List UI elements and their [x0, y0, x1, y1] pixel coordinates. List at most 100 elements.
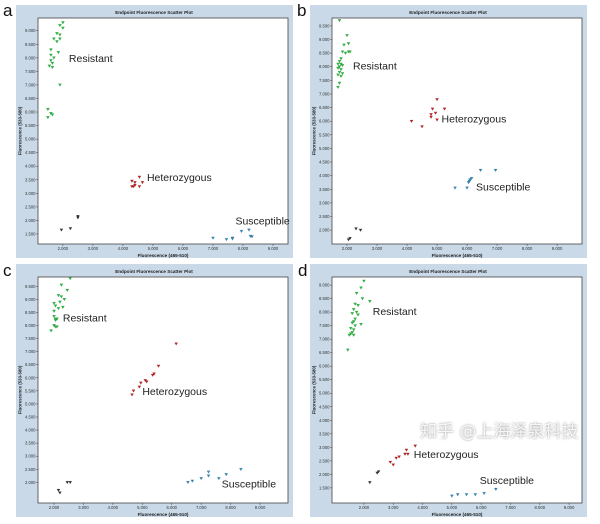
- data-point-heterozygous: [409, 119, 414, 123]
- y-tick-label: 7.000: [319, 91, 330, 96]
- data-point-heterozygous: [442, 107, 447, 111]
- cluster-label-susceptible: Susceptible: [480, 475, 534, 487]
- data-point-heterozygous: [388, 460, 393, 464]
- data-point-heterozygous: [152, 372, 156, 376]
- cluster-label-heterozygous: Heterozygous: [414, 449, 479, 461]
- y-tick-label: 2.000: [319, 228, 330, 233]
- data-point-susceptible: [199, 477, 204, 481]
- data-point-resistant: [367, 299, 372, 304]
- data-point-resistant: [350, 312, 355, 316]
- data-point-resistant: [53, 318, 58, 323]
- x-tick-label: 6.000: [178, 246, 189, 251]
- x-tick-label: 7.000: [196, 505, 207, 510]
- data-point-ntc: [56, 488, 61, 492]
- data-point-susceptible: [493, 168, 498, 173]
- data-point-ntc: [59, 228, 64, 232]
- data-point-heterozygous: [130, 393, 134, 397]
- y-axis-label: Fluorescence (533-580): [18, 106, 23, 155]
- y-tick-label: 2.500: [25, 204, 36, 209]
- data-point-resistant: [336, 73, 340, 77]
- data-point-ntc: [376, 470, 381, 474]
- x-tick-label: 6.000: [167, 505, 178, 510]
- x-tick-label: 7.000: [505, 505, 516, 510]
- y-tick-label: 2.000: [25, 218, 36, 223]
- x-tick-label: 8.000: [225, 505, 236, 510]
- data-point-heterozygous: [391, 463, 396, 467]
- data-point-resistant: [56, 294, 61, 298]
- x-axis-label: Fluorescence (465-510): [138, 253, 189, 258]
- data-point-susceptible: [211, 236, 215, 240]
- data-point-resistant: [337, 65, 342, 69]
- data-point-resistant: [343, 51, 348, 55]
- data-point-resistant: [340, 50, 345, 54]
- data-point-heterozygous: [397, 455, 401, 459]
- data-point-resistant: [353, 317, 358, 321]
- y-tick-label: 3.000: [25, 191, 36, 196]
- cluster-label-heterozygous: Heterozygous: [147, 172, 212, 184]
- data-point-resistant: [337, 19, 342, 23]
- y-tick-label: 3.500: [319, 187, 330, 192]
- data-point-resistant: [58, 83, 62, 87]
- y-tick-label: 4.500: [25, 414, 36, 419]
- y-tick-label: 7.000: [25, 349, 36, 354]
- data-point-resistant: [49, 48, 53, 52]
- x-tick-label: 8.000: [535, 505, 546, 510]
- data-point-heterozygous: [404, 448, 409, 452]
- data-point-resistant: [353, 324, 358, 328]
- data-point-resistant: [55, 32, 59, 36]
- y-tick-label: 1.500: [25, 231, 36, 236]
- data-point-resistant: [354, 291, 359, 296]
- data-point-ntc: [68, 480, 73, 485]
- data-point-resistant: [356, 313, 360, 317]
- x-tick-label: 6.000: [476, 505, 487, 510]
- data-point-resistant: [351, 333, 356, 337]
- y-tick-label: 3.500: [25, 177, 36, 182]
- x-tick-label: 2.000: [49, 505, 60, 510]
- data-point-heterozygous: [430, 107, 435, 111]
- data-point-resistant: [339, 74, 343, 79]
- x-tick-label: 2.000: [359, 505, 370, 510]
- y-tick-label: 7.000: [25, 82, 36, 87]
- data-point-heterozygous: [429, 113, 433, 117]
- x-tick-label: 9.000: [268, 246, 279, 251]
- scatter-panel-d: Endpoint Fluorescence Scatter Plot Fluore…: [310, 264, 587, 517]
- x-tick-label: 7.000: [208, 246, 219, 251]
- x-axis-label: Fluorescence (465-510): [138, 512, 189, 517]
- data-point-resistant: [55, 325, 59, 329]
- data-point-resistant: [52, 37, 56, 41]
- x-tick-label: 6.000: [462, 246, 473, 251]
- data-point-resistant: [50, 113, 55, 117]
- y-tick-label: 4.500: [319, 404, 330, 409]
- data-point-susceptible: [450, 494, 454, 498]
- y-tick-label: 3.000: [319, 445, 330, 450]
- data-point-resistant: [342, 43, 346, 47]
- data-point-susceptible: [190, 479, 195, 483]
- scatter-panel-b: Endpoint Fluorescence Scatter Plot Fluore…: [310, 5, 587, 258]
- data-point-susceptible: [216, 477, 221, 481]
- data-point-resistant: [339, 68, 343, 72]
- data-point-resistant: [58, 300, 62, 304]
- y-tick-label: 3.000: [319, 200, 330, 205]
- data-point-resistant: [347, 333, 352, 337]
- data-point-susceptible: [224, 238, 229, 242]
- chart-title: Endpoint Fluorescence Scatter Plot: [409, 10, 487, 15]
- data-point-resistant: [49, 59, 53, 63]
- data-point-susceptible: [239, 467, 243, 472]
- data-point-heterozygous: [137, 385, 142, 389]
- y-tick-label: 6.000: [319, 119, 330, 124]
- data-point-resistant: [56, 307, 61, 311]
- data-point-susceptible: [453, 186, 457, 190]
- y-tick-label: 7.500: [25, 69, 36, 74]
- data-point-resistant: [359, 286, 363, 290]
- data-point-heterozygous: [138, 381, 143, 385]
- data-point-heterozygous: [433, 111, 438, 115]
- x-axis-label: Fluorescence (465-510): [432, 512, 483, 517]
- x-tick-label: 7.000: [492, 246, 503, 251]
- data-point-resistant: [49, 329, 53, 333]
- y-tick-label: 2.000: [319, 472, 330, 477]
- data-point-ntc: [76, 215, 80, 219]
- y-tick-label: 6.500: [25, 96, 36, 101]
- data-point-resistant: [346, 42, 351, 46]
- data-point-resistant: [340, 72, 345, 76]
- x-tick-label: 9.000: [564, 505, 575, 510]
